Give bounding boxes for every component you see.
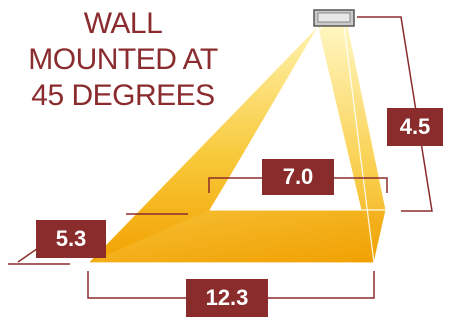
beam-edge-right-front — [343, 25, 375, 264]
title-line: 45 DEGREES — [31, 79, 215, 112]
width-label: 12.3 — [186, 279, 268, 317]
beam-floor-back-edge — [210, 209, 387, 264]
beam-edge-inner — [209, 25, 323, 211]
width-dimension-line — [87, 271, 186, 299]
diagram-title: WALL MOUNTED AT 45 DEGREES — [8, 6, 238, 114]
beam-right-face — [318, 26, 386, 263]
depth-label: 7.0 — [262, 159, 334, 195]
beam-left-face — [88, 26, 386, 263]
height-label: 4.5 — [387, 108, 443, 146]
beam-floor-face — [88, 210, 386, 263]
side-label: 5.3 — [36, 220, 106, 258]
title-line: MOUNTED AT — [28, 43, 218, 76]
wall-light-fixture-icon — [313, 9, 355, 27]
title-line: WALL — [83, 7, 163, 40]
beam-edge-left — [87, 25, 319, 264]
width-dimension-line-right — [268, 271, 375, 299]
beam-edge-right — [347, 25, 387, 211]
